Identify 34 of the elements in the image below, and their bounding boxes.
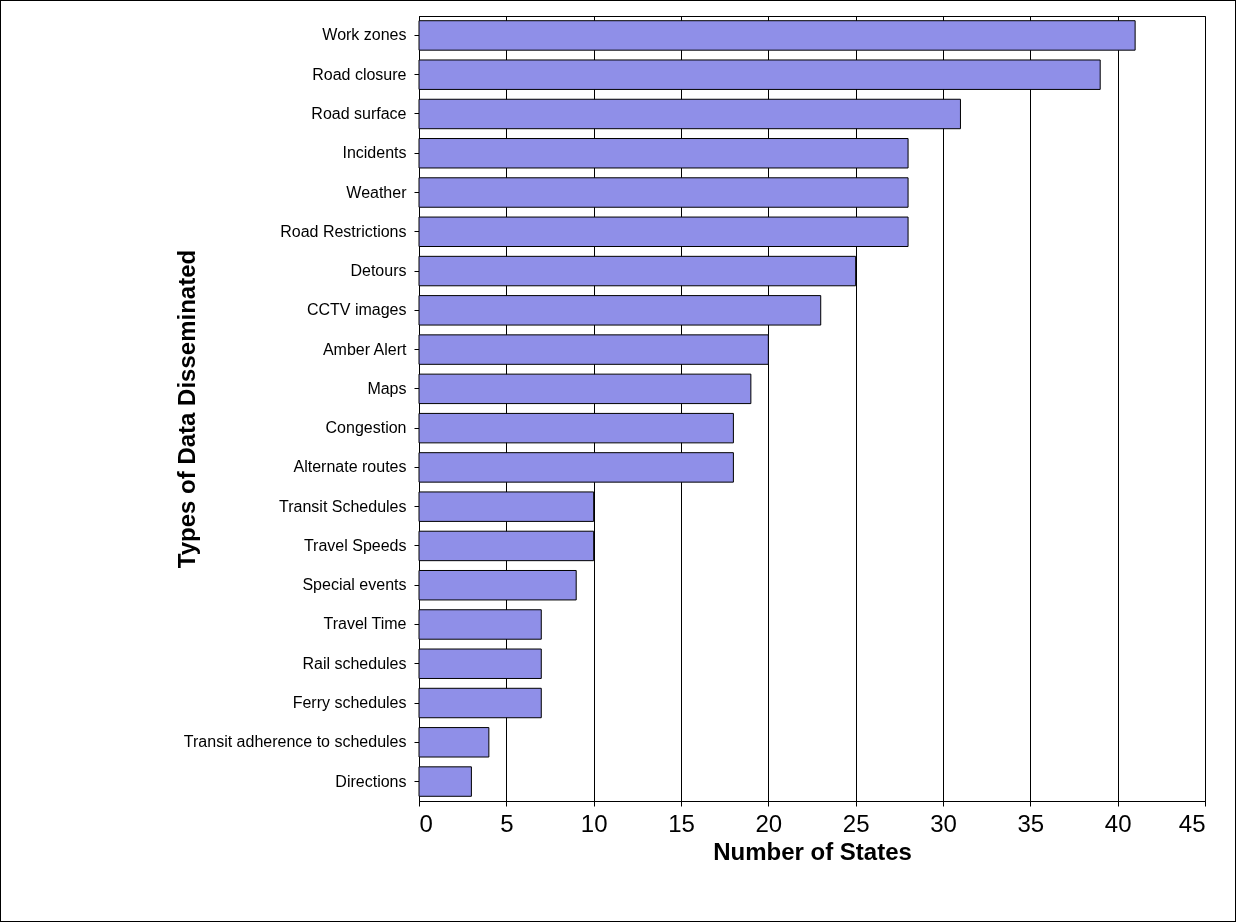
- y-tick-label: Work zones: [322, 26, 407, 44]
- x-tick-label: 15: [668, 809, 695, 837]
- y-tick-label: Directions: [335, 772, 407, 790]
- x-tick-label: 25: [842, 809, 870, 837]
- y-tick-label: Alternate routes: [293, 458, 407, 476]
- x-axis-title: Number of States: [713, 837, 912, 865]
- x-tick-label: 5: [500, 809, 514, 837]
- y-tick-label: Travel Speeds: [303, 536, 407, 554]
- y-tick-label: Incidents: [342, 144, 407, 162]
- y-tick-label: Special events: [302, 576, 407, 594]
- y-tick-label: Road surface: [311, 104, 407, 122]
- y-tick-label: Rail schedules: [302, 654, 407, 672]
- x-tick-label: 40: [1104, 809, 1132, 837]
- y-tick-label: Maps: [367, 379, 407, 397]
- y-tick-label: Road closure: [312, 65, 407, 83]
- y-tick-label: Weather: [346, 183, 408, 201]
- x-tick-label: 35: [1017, 809, 1045, 837]
- y-tick-label: Amber Alert: [322, 340, 408, 358]
- y-tick-label: Transit Schedules: [279, 497, 407, 515]
- x-tick-label: 30: [930, 809, 957, 837]
- y-axis-title: Types of Data Disseminated: [172, 249, 200, 569]
- y-tick-label: Detours: [350, 262, 407, 280]
- x-tick-label: 0: [419, 809, 433, 837]
- y-tick-label: CCTV images: [306, 301, 407, 319]
- y-tick-label: Travel Time: [323, 615, 407, 633]
- x-tick-label: 20: [755, 809, 783, 837]
- y-tick-label: Road Restrictions: [280, 222, 407, 240]
- y-tick-label: Ferry schedules: [292, 694, 407, 712]
- x-tick-label: 10: [580, 809, 608, 837]
- bar: [418, 766, 472, 797]
- y-tick-label: Transit adherence to schedules: [183, 733, 407, 751]
- bar: [418, 727, 490, 758]
- x-tick-label: 45: [1178, 809, 1206, 837]
- y-tick-label: Congestion: [325, 419, 407, 437]
